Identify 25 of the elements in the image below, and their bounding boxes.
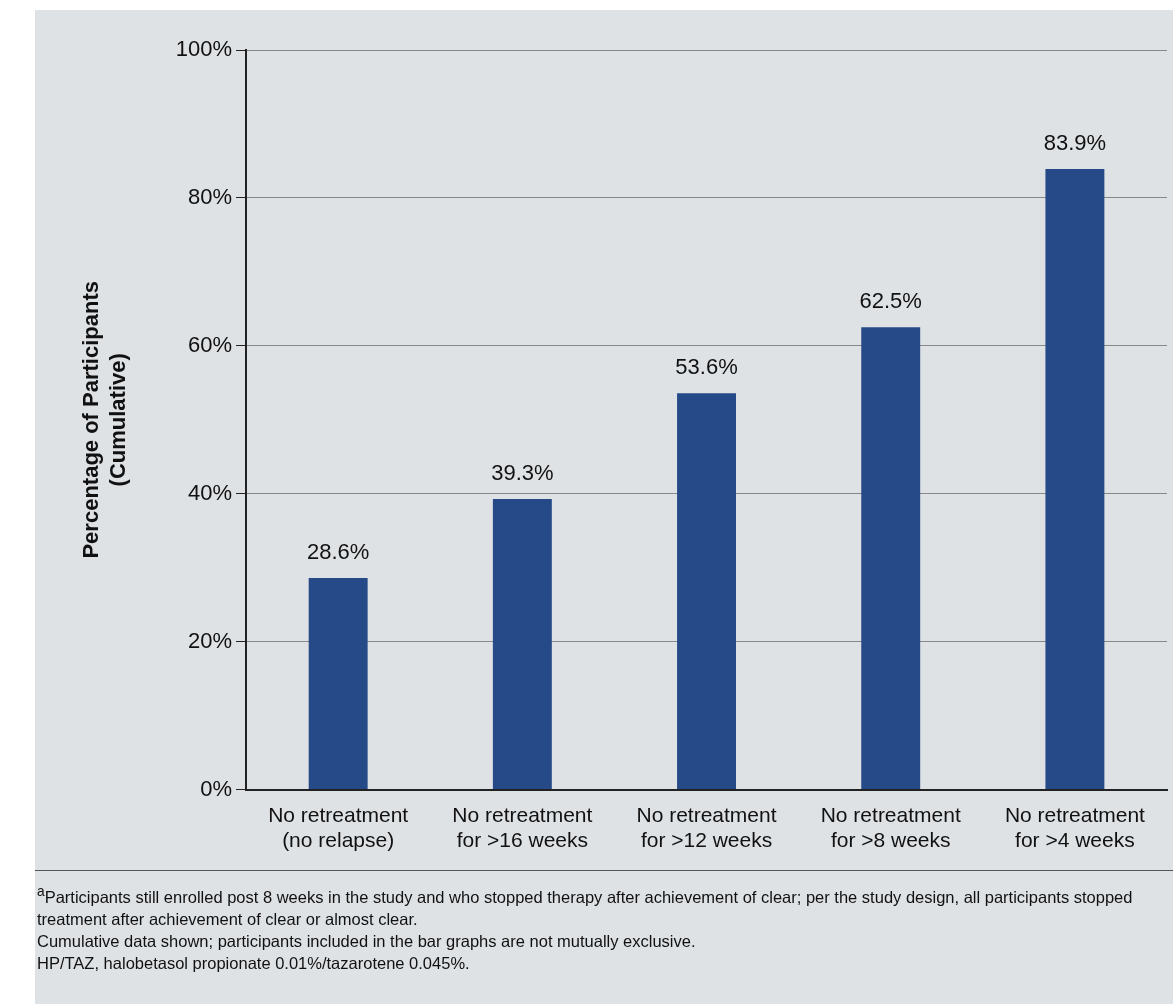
y-axis-title: Percentage of Participants (Cumulative) — [78, 281, 130, 559]
text: $^{a}$Participants still enrolled post 8 weeks in the study and who stopped therapy after achievement of clear; per the study design, all participants stopped treatment after achievement of clear or almost clear. — [37, 883, 1134, 930]
y-tick-label: 0% — [200, 775, 233, 801]
data-label: 28.6% — [306, 539, 370, 565]
bar — [861, 327, 921, 790]
data-label: 39.3% — [491, 460, 554, 485]
data-label: 62.5% — [859, 288, 922, 314]
x-tick-label: No retreatment for >4 weeks — [1004, 803, 1146, 852]
bar — [1045, 169, 1105, 790]
y-tick-label: 100% — [175, 36, 233, 62]
x-tick-label: No retreatment for >8 weeks — [820, 803, 961, 852]
y-tick-label: 80% — [188, 183, 233, 209]
y-tick-label: 20% — [188, 627, 233, 653]
bar — [308, 578, 368, 790]
y-tick-label: 40% — [188, 479, 233, 505]
data-label: 53.6% — [675, 354, 738, 380]
bar — [492, 498, 552, 790]
bar — [677, 393, 736, 790]
text: Cumulative data shown; participants included in the bar graphs are not mutually exclusive. — [37, 930, 697, 952]
y-tick-label: 60% — [188, 331, 233, 357]
x-tick-label: No retreatment for >16 weeks — [452, 803, 593, 852]
text: HP/TAZ, halobetasol propionate 0.01%/tazarotene 0.045%. — [37, 952, 471, 974]
x-tick-label: No retreatment (no relapse) — [268, 803, 409, 852]
data-label: 83.9% — [1043, 130, 1107, 156]
x-tick-label: No retreatment for >12 weeks — [636, 803, 777, 852]
